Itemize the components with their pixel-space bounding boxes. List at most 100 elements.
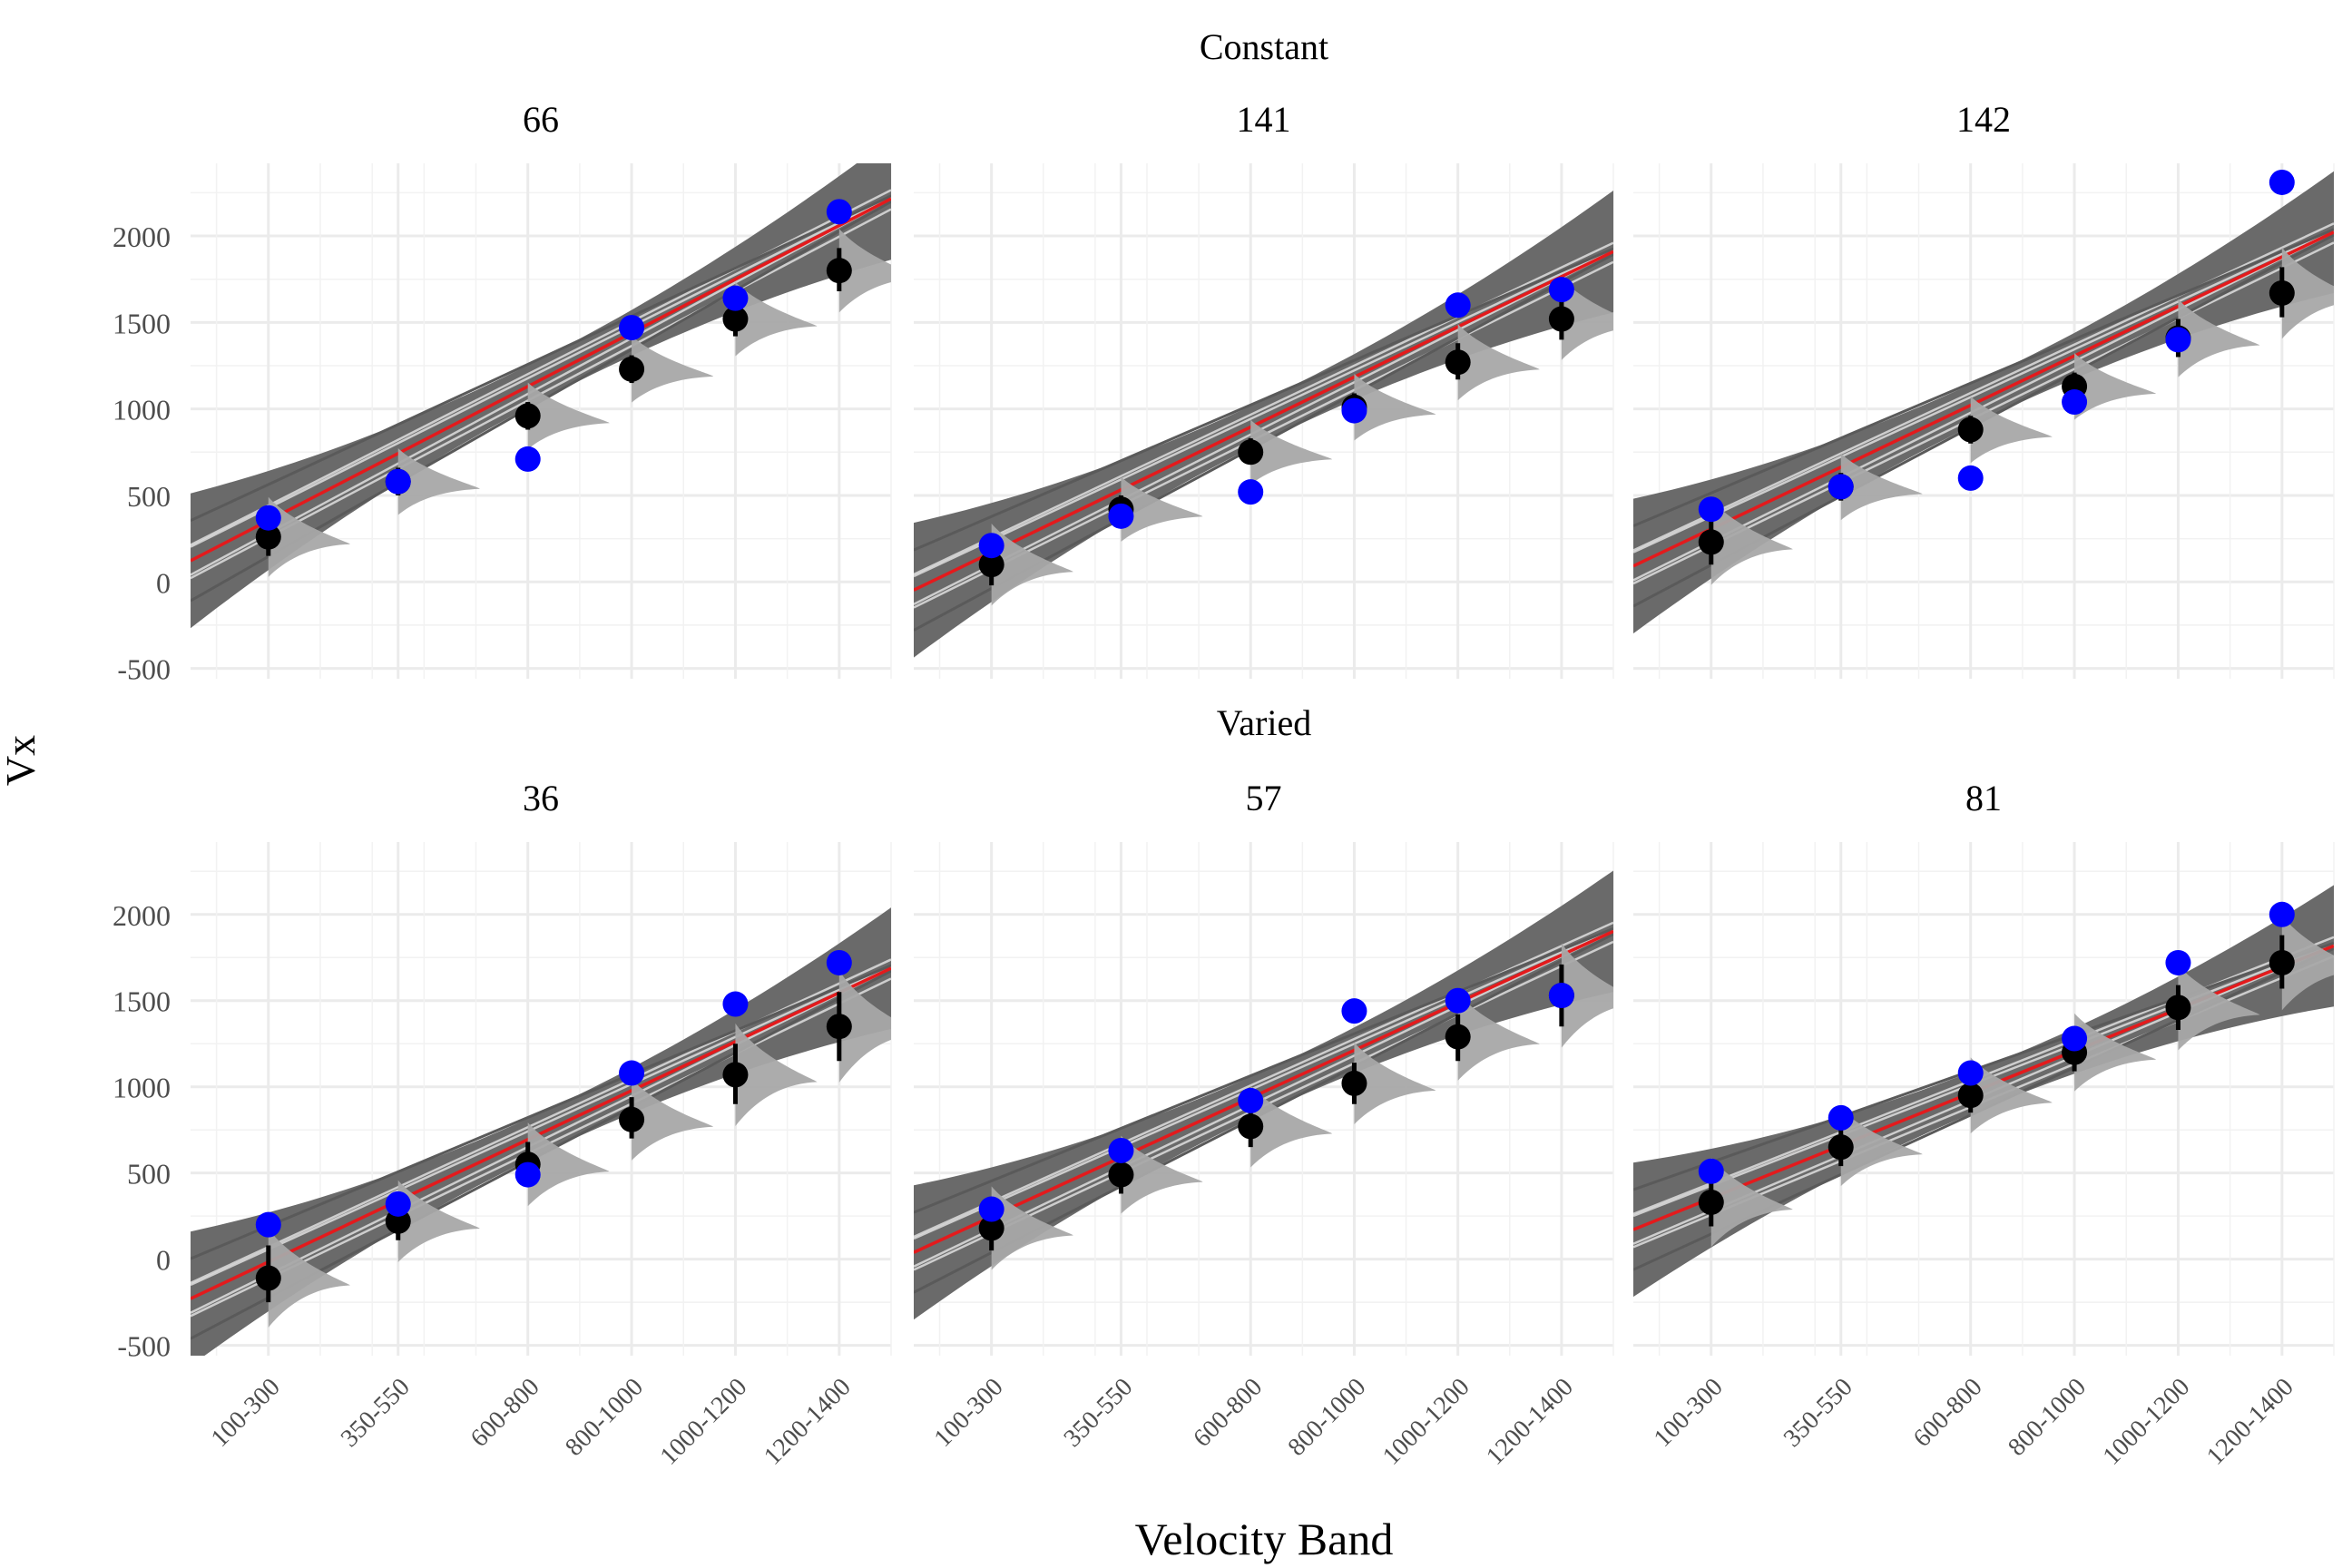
fit-line	[1633, 230, 2334, 568]
observed-point	[1445, 292, 1471, 318]
x-tick-label: 350-550	[1779, 1373, 1858, 1453]
plot-area	[191, 907, 891, 1356]
model-point	[1341, 1070, 1367, 1096]
observed-point	[978, 533, 1004, 559]
posterior-density	[838, 228, 891, 313]
model-point	[1698, 529, 1724, 555]
observed-point	[1548, 277, 1574, 303]
observed-point	[385, 1191, 411, 1217]
observed-point	[1108, 503, 1134, 529]
posterior-band	[1633, 171, 2334, 634]
model-point	[978, 552, 1004, 578]
observed-point	[722, 991, 749, 1017]
observed-point	[722, 285, 749, 311]
observed-point	[2165, 949, 2191, 975]
observed-point	[619, 1060, 645, 1086]
model-point	[1828, 1134, 1854, 1161]
model-point	[1548, 306, 1574, 332]
model-point	[2269, 949, 2295, 975]
posterior-density	[527, 382, 610, 450]
facet-panel: 66 -500 0 500 1000 1500 2000	[113, 99, 892, 686]
posterior-density	[397, 447, 480, 515]
y-tick-label: 2000	[113, 220, 171, 253]
facet-panel: 36 -500 0 500 1000 1500 2000 100-300 350-550 600-…	[113, 778, 892, 1471]
observed-point	[1341, 998, 1367, 1024]
x-axis-title: Velocity Band	[1135, 1514, 1394, 1564]
observed-point	[1828, 1104, 1854, 1131]
observed-point	[978, 1196, 1004, 1222]
observed-point	[1957, 1060, 1984, 1086]
posterior-density	[268, 1229, 350, 1328]
model-point	[1238, 439, 1264, 466]
model-point	[826, 258, 852, 284]
posterior-density	[1561, 278, 1613, 360]
posterior-density	[1121, 476, 1203, 542]
y-tick-label: 500	[127, 480, 171, 513]
facet-panel: 142	[1633, 99, 2335, 679]
model-point	[722, 306, 749, 332]
model-point	[1957, 1083, 1984, 1109]
plot-area	[914, 870, 1613, 1320]
model-point	[1698, 1189, 1724, 1215]
posterior-draw-line	[914, 250, 1613, 606]
fit-line	[191, 966, 891, 1300]
observed-point	[826, 949, 852, 975]
posterior-density	[2178, 299, 2260, 377]
posterior-density	[1354, 1042, 1436, 1124]
observed-point	[1238, 479, 1264, 505]
observed-point	[514, 1161, 541, 1188]
x-tick-label: 1000-1200	[655, 1373, 753, 1471]
posterior-density	[1561, 943, 1613, 1048]
observed-point	[1108, 1137, 1134, 1163]
x-tick-label: 100-300	[929, 1373, 1009, 1453]
panel-title: 142	[1956, 99, 2011, 140]
observed-point	[1957, 465, 1984, 491]
observed-point	[255, 1211, 281, 1238]
posterior-density	[1354, 373, 1436, 441]
x-tick-label: 350-550	[1058, 1373, 1138, 1453]
observed-point	[2269, 901, 2295, 927]
posterior-density	[397, 1180, 480, 1262]
model-point	[2165, 995, 2191, 1021]
observed-point	[2062, 1025, 2088, 1052]
grid	[191, 842, 892, 1356]
fit-line	[914, 929, 1613, 1254]
y-tick-label: 2000	[113, 899, 171, 932]
posterior-density	[1250, 1085, 1333, 1168]
observed-point	[826, 199, 852, 225]
x-tick-label: 1200-1400	[2201, 1373, 2299, 1471]
fit-line	[914, 250, 1613, 592]
posterior-density	[2281, 915, 2334, 1011]
x-tick-label: 350-550	[336, 1373, 416, 1453]
ribbon-edge-line	[1633, 941, 2334, 1191]
model-point	[619, 1106, 645, 1132]
x-tick-label: 600-800	[1188, 1373, 1268, 1453]
posterior-density	[2281, 247, 2334, 339]
model-point	[1238, 1113, 1264, 1140]
posterior-draw-line	[191, 198, 891, 576]
posterior-density	[2178, 965, 2260, 1051]
model-point	[978, 1215, 1004, 1241]
posterior-density	[1457, 993, 1540, 1081]
observed-point	[385, 468, 411, 495]
posterior-density	[2074, 1013, 2157, 1092]
posterior-density	[735, 281, 818, 357]
y-tick-label: -500	[117, 653, 171, 686]
observed-point	[255, 505, 281, 531]
observed-point	[1828, 474, 1854, 500]
model-point	[619, 356, 645, 382]
observed-point	[1698, 1158, 1724, 1184]
y-tick-label: 1000	[113, 394, 171, 426]
posterior-band	[914, 191, 1613, 658]
x-tick-label: 800-1000	[560, 1373, 649, 1462]
posterior-density	[632, 1078, 714, 1161]
posterior-draw-line	[191, 195, 891, 548]
ribbon-edge-line	[191, 964, 891, 1260]
y-tick-label: 1000	[113, 1072, 171, 1104]
posterior-band	[191, 907, 891, 1356]
y-tick-label: 500	[127, 1158, 171, 1191]
plot-area	[191, 163, 891, 629]
posterior-density	[527, 1122, 610, 1207]
posterior-density	[268, 496, 350, 577]
model-point	[514, 403, 541, 429]
